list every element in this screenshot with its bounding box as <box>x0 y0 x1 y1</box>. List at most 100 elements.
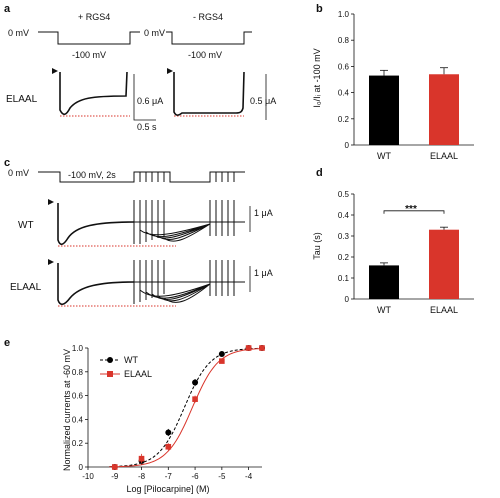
ytick-label-e: 1.0 <box>72 344 84 353</box>
significance-marker: *** <box>405 204 417 215</box>
zero-mv-left-label: 0 mV <box>8 28 29 38</box>
panel-c: c 0 mV -100 mV, 2s WT 1 μA ELAAL 1 μA <box>4 157 273 307</box>
ytick-label-e: 0.2 <box>72 439 84 448</box>
ytick-label-b: 0.6 <box>338 62 350 71</box>
panel-e: e Normalized currents at -60 mV Log [Pil… <box>4 337 265 494</box>
ytick-label-b: 0.4 <box>338 89 350 98</box>
xtick-label-e: -10 <box>82 472 94 481</box>
bar-b-wt <box>369 75 399 145</box>
fit-curve-wt <box>109 347 262 468</box>
voltage-steps-c <box>139 172 235 182</box>
voltage-protocol-left <box>38 31 140 45</box>
scale-c-elaal: 1 μA <box>254 268 273 278</box>
category-label-b: WT <box>377 151 391 161</box>
test-pulse-traces-c-wt <box>209 200 245 236</box>
current-trace-c-wt <box>57 203 135 246</box>
current-trace-a-right <box>173 71 245 116</box>
zero-mv-right-label: 0 mV <box>144 28 165 38</box>
ytick-label-d: 0.3 <box>338 232 350 241</box>
legend-label-wt: WT <box>124 355 138 365</box>
ytick-label-b: 1.0 <box>338 10 350 19</box>
chart-b: 0 0.2 0.4 0.6 0.8 1.0 WT ELAAL <box>338 10 474 161</box>
fit-curve-elaal <box>109 348 263 468</box>
significance-bracket <box>383 210 445 214</box>
panel-d: d Tau (s) 0 0.1 0.2 0.3 0.4 0.5 WT ELAAL *** <box>312 167 474 315</box>
zero-current-marker-a1 <box>52 68 58 74</box>
chart-d: 0 0.1 0.2 0.3 0.4 0.5 WT ELAAL <box>338 190 474 315</box>
minus-rgs4-label: - RGS4 <box>193 12 223 22</box>
zero-mv-c-label: 0 mV <box>8 168 29 178</box>
scale-current-right: 0.5 μA <box>250 96 276 106</box>
panel-b: b I₀/Iᵢ at -100 mV 0 0.2 0.4 0.6 0.8 1.0 WT ELA… <box>312 3 474 161</box>
xtick-label-e: -4 <box>245 472 253 481</box>
legend-label-elaal: ELAAL <box>124 369 152 379</box>
point-elaal <box>219 358 225 364</box>
recovery-traces-c-wt <box>133 200 211 244</box>
chart-e: 0 0.2 0.4 0.6 0.8 1.0 -10 -9 -8 -7 -6 -5 -4 WT ELAAL <box>72 344 265 481</box>
current-trace-a-left <box>59 71 128 116</box>
ytick-label-e: 0.8 <box>72 368 84 377</box>
point-elaal <box>111 464 118 470</box>
panel-e-letter: e <box>4 337 10 349</box>
ytick-label-d: 0 <box>345 295 350 304</box>
point-wt <box>192 379 199 386</box>
panel-a-letter: a <box>4 3 11 15</box>
panel-d-letter: d <box>316 167 323 179</box>
hold-left-label: -100 mV <box>72 50 106 60</box>
point-wt <box>218 350 225 357</box>
ytick-label-b: 0.2 <box>338 115 350 124</box>
recovery-traces-c-elaal <box>133 260 211 304</box>
point-wt <box>165 429 172 436</box>
hold-right-label: -100 mV <box>188 50 222 60</box>
legend-marker-elaal <box>107 371 113 377</box>
zero-current-marker-c2 <box>48 259 54 265</box>
ytick-label-d: 0.5 <box>338 190 350 199</box>
point-elaal <box>192 396 198 402</box>
xtick-label-e: -6 <box>192 472 200 481</box>
point-elaal <box>259 345 265 351</box>
ytick-label-d: 0.2 <box>338 253 350 262</box>
chart-e-xlabel: Log [Pilocarpine] (M) <box>126 484 209 494</box>
ytick-label-d: 0.1 <box>338 274 350 283</box>
xtick-label-e: -8 <box>138 472 146 481</box>
panel-c-letter: c <box>4 157 10 169</box>
test-pulse-traces-c-elaal <box>209 260 245 296</box>
bar-d-elaal <box>429 229 459 299</box>
ytick-label-e: 0 <box>79 463 84 472</box>
xtick-label-e: -9 <box>111 472 119 481</box>
current-trace-c-elaal <box>57 263 135 306</box>
panel-a: a + RGS4 0 mV -100 mV - RGS4 0 mV -100 m… <box>4 3 276 132</box>
point-elaal <box>165 443 172 450</box>
scale-c-wt: 1 μA <box>254 208 273 218</box>
ytick-label-d: 0.4 <box>338 211 350 220</box>
panel-b-letter: b <box>316 3 323 15</box>
elaal-row-label-c: ELAAL <box>10 282 42 293</box>
legend-marker-wt <box>107 357 113 363</box>
point-elaal <box>138 455 145 462</box>
voltage-protocol-right <box>166 31 252 45</box>
xtick-label-e: -7 <box>165 472 173 481</box>
category-label-d: ELAAL <box>430 305 458 315</box>
chart-b-ylabel: I₀/Iᵢ at -100 mV <box>312 48 322 107</box>
bar-d-wt <box>369 265 399 299</box>
plus-rgs4-label: + RGS4 <box>78 12 110 22</box>
zero-current-marker-a2 <box>167 68 173 74</box>
zero-current-marker-c1 <box>48 199 54 205</box>
category-label-b: ELAAL <box>430 151 458 161</box>
bar-b-elaal <box>429 74 459 145</box>
ytick-label-e: 0.4 <box>72 415 84 424</box>
elaal-row-label-a: ELAAL <box>6 94 38 105</box>
protocol-c-label: -100 mV, 2s <box>68 170 116 180</box>
ytick-label-b: 0.8 <box>338 36 350 45</box>
ytick-label-e: 0.6 <box>72 392 84 401</box>
category-label-d: WT <box>377 305 391 315</box>
point-elaal <box>245 345 252 351</box>
chart-e-ylabel: Normalized currents at -60 mV <box>62 349 72 471</box>
scale-current-left: 0.6 μA <box>137 96 163 106</box>
scale-time-a: 0.5 s <box>137 122 157 132</box>
scale-bar-a-left <box>133 74 156 121</box>
xtick-label-e: -5 <box>218 472 226 481</box>
chart-d-ylabel: Tau (s) <box>312 232 322 260</box>
ytick-label-b: 0 <box>345 141 350 150</box>
